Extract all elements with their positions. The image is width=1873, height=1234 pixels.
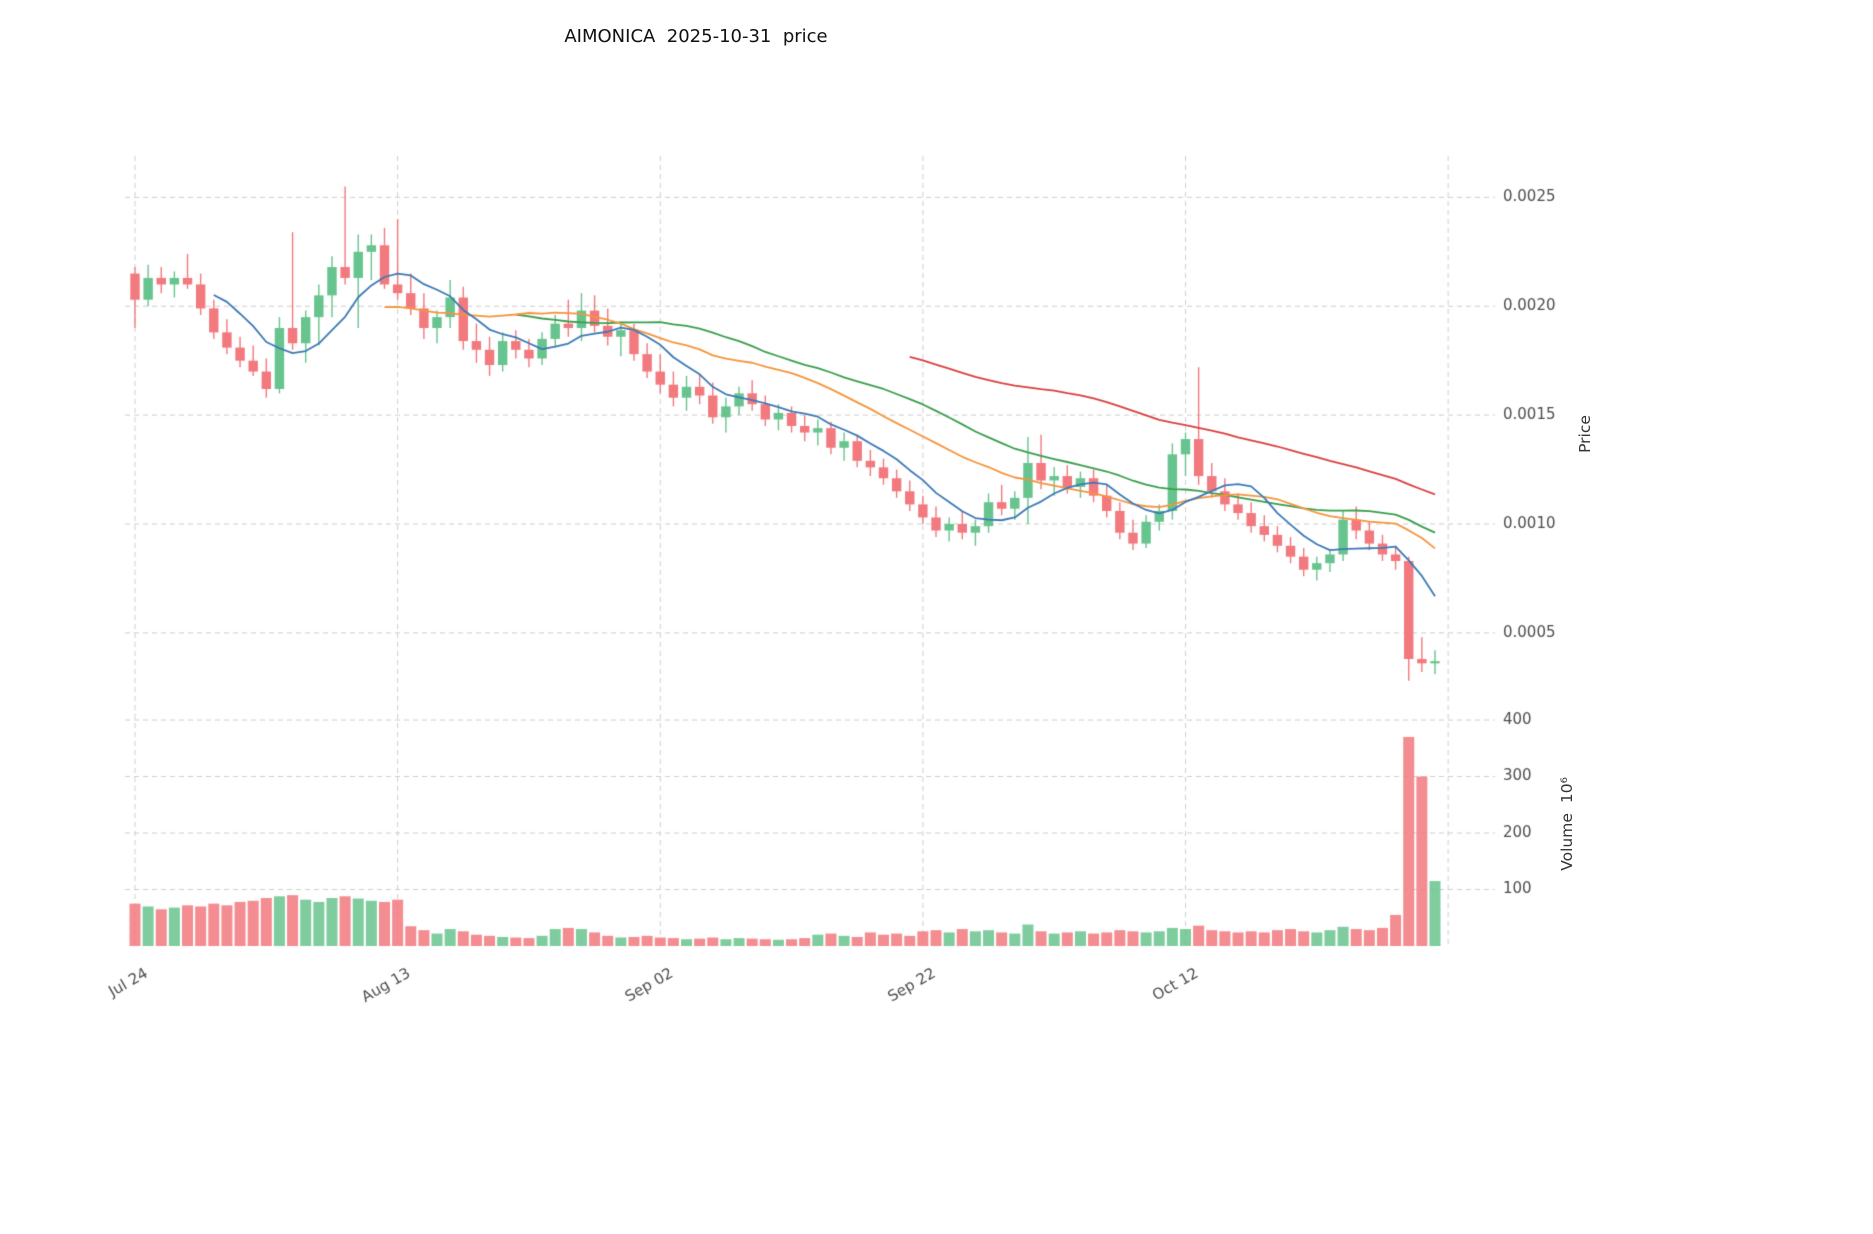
price-axis-label: Price <box>1576 415 1594 453</box>
price-volume-canvas <box>40 16 1873 1218</box>
volume-axis-label: Volume 10⁶ <box>1558 777 1576 871</box>
chart-title: AIMONICA 2025-10-31 price <box>564 26 828 47</box>
volume-axis-label-text: Volume <box>1558 813 1576 871</box>
volume-axis-unit: 10⁶ <box>1558 777 1576 804</box>
candlestick-chart: AIMONICA 2025-10-31 price Price Volume 10… <box>40 16 1873 1218</box>
